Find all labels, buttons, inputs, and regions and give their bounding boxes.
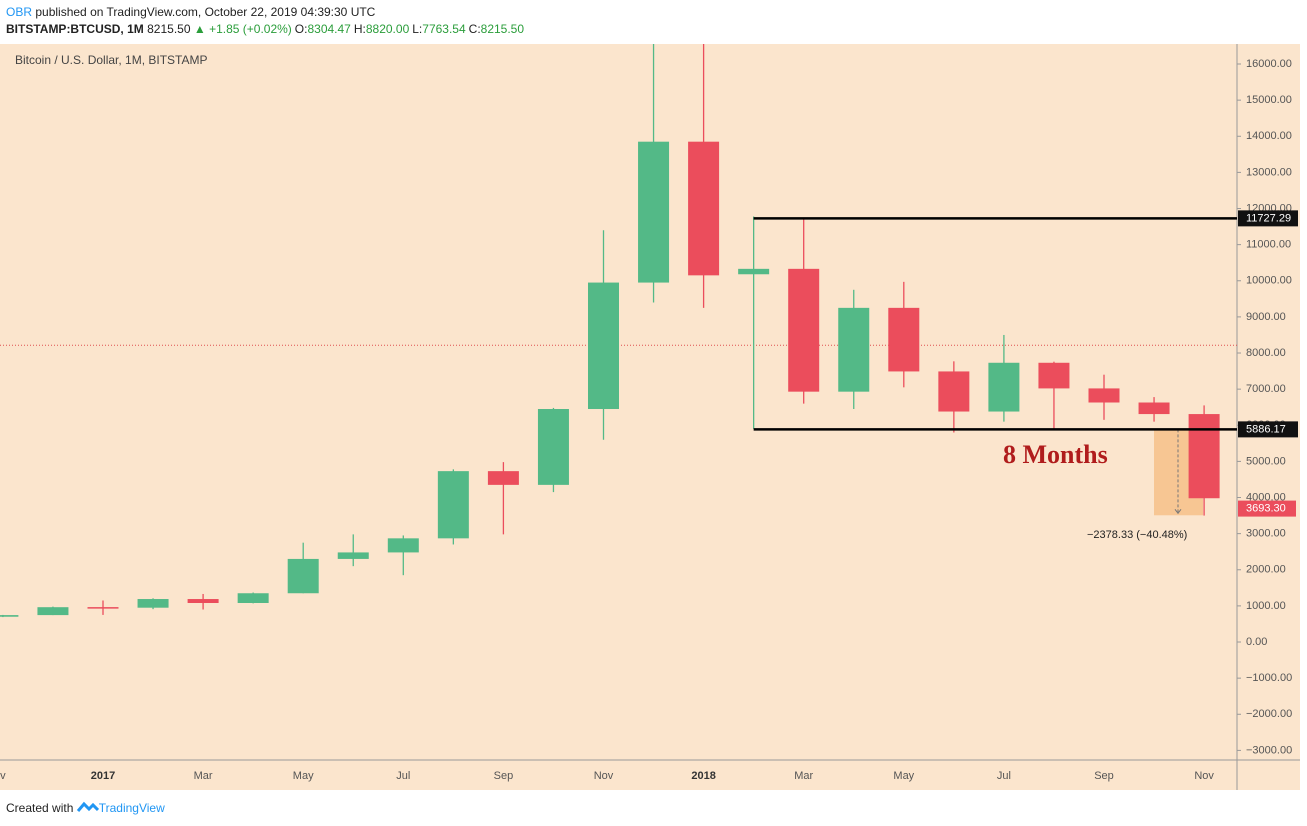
ohlc-label: O: xyxy=(294,22,308,36)
measure-arrowhead xyxy=(1174,508,1182,515)
x-tick-label: Jul xyxy=(997,770,1011,782)
level-label: 5886.17 xyxy=(1246,423,1286,435)
level-label-box xyxy=(1238,421,1298,438)
candle-body xyxy=(237,593,269,604)
y-tick-label: 0.00 xyxy=(1246,636,1267,648)
candle-body xyxy=(1138,402,1170,415)
candle-body xyxy=(187,599,219,604)
y-tick-label: 5000.00 xyxy=(1246,455,1286,467)
ohlc-value: 8820.00 xyxy=(365,22,410,36)
footer-text: Created with xyxy=(6,801,74,815)
x-tick-label: May xyxy=(893,770,914,782)
x-tick-label: Mar xyxy=(794,770,813,782)
candle-body xyxy=(287,558,319,594)
y-tick-label: −2000.00 xyxy=(1246,708,1292,720)
ohlc-value: 7763.54 xyxy=(422,22,466,36)
last: 8215.50 xyxy=(147,22,191,36)
candle-body xyxy=(938,371,970,412)
x-tick-label: Jul xyxy=(396,770,410,782)
y-tick-label: −3000.00 xyxy=(1246,744,1292,756)
candle-body xyxy=(337,552,369,559)
candle-body xyxy=(537,409,569,485)
price-label: 3693.30 xyxy=(1246,503,1286,515)
y-tick-label: 2000.00 xyxy=(1246,564,1286,576)
plot xyxy=(0,44,1237,618)
candle-body xyxy=(387,538,419,553)
y-tick-label: 13000.00 xyxy=(1246,166,1292,178)
chart-title: Bitcoin / U.S. Dollar, 1M, BITSTAMP xyxy=(15,53,208,67)
quote-line: BITSTAMP:BTCUSD, 1M 8215.50 ▲ +1.85 (+0.… xyxy=(6,22,524,36)
x-tick-label: Nov xyxy=(1194,770,1214,782)
candle-body xyxy=(487,471,519,485)
author: OBR xyxy=(6,5,33,19)
candle-body xyxy=(1088,388,1120,403)
candle-body xyxy=(588,282,619,410)
x-tick-label: 2017 xyxy=(91,770,115,782)
candle-body xyxy=(638,141,670,283)
candle-body xyxy=(888,307,920,372)
candle-body xyxy=(988,362,1020,412)
x-tick-label: v xyxy=(0,770,6,782)
candle-body xyxy=(838,307,870,392)
ohlc-label: H: xyxy=(353,22,366,36)
ohlc-value: 8304.47 xyxy=(307,22,351,36)
x-tick-label: Mar xyxy=(194,770,213,782)
symbol: BITSTAMP:BTCUSD, 1M xyxy=(6,22,144,36)
candle-body xyxy=(0,615,19,617)
x-tick-label: May xyxy=(293,770,314,782)
annotation: 8 Months xyxy=(1003,440,1108,469)
level-label: 11727.29 xyxy=(1246,212,1291,224)
footer: Created with TradingView xyxy=(6,801,165,815)
chart: −3000.00 −2000.00 −1000.00 0.00 1000.00 2000.… xyxy=(0,44,1300,790)
change: ▲ +1.85 (+0.02%) xyxy=(193,22,292,36)
y-tick-label: 14000.00 xyxy=(1246,130,1292,142)
footer-brand: TradingView xyxy=(98,801,165,815)
candle-body xyxy=(738,268,770,275)
candle-body xyxy=(1188,414,1220,499)
axes: −3000.00 −2000.00 −1000.00 0.00 1000.00 2000.… xyxy=(0,58,1298,782)
y-tick-label: 16000.00 xyxy=(1246,58,1292,70)
y-tick-label: 9000.00 xyxy=(1246,311,1286,323)
x-tick-label: 2018 xyxy=(691,770,715,782)
y-tick-label: 1000.00 xyxy=(1246,600,1286,612)
logo xyxy=(76,801,99,812)
publish-line: OBR published on TradingView.com, Octobe… xyxy=(6,5,375,19)
y-tick-label: 4000.00 xyxy=(1246,491,1286,503)
y-tick-label: 11000.00 xyxy=(1246,239,1291,251)
y-tick-label: 7000.00 xyxy=(1246,383,1286,395)
candle-body xyxy=(437,471,469,539)
y-tick-label: 15000.00 xyxy=(1246,94,1292,106)
x-tick-label: Sep xyxy=(1094,770,1114,782)
x-tick-label: Sep xyxy=(494,770,514,782)
ohlc-label: L: xyxy=(412,22,423,36)
y-tick-label: 8000.00 xyxy=(1246,347,1286,359)
candle-body xyxy=(688,141,720,276)
candle-body xyxy=(137,599,169,608)
ohlc-label: C: xyxy=(468,22,481,36)
candle-body xyxy=(87,607,119,609)
candle-body xyxy=(788,268,820,392)
x-tick-label: Nov xyxy=(594,770,614,782)
candle-body xyxy=(1038,362,1070,389)
level-label-box xyxy=(1238,210,1298,227)
y-tick-label: 3000.00 xyxy=(1246,528,1286,540)
y-tick-label: −1000.00 xyxy=(1246,672,1292,684)
y-tick-label: 10000.00 xyxy=(1246,275,1292,287)
candle-body xyxy=(37,607,69,616)
price-label-box xyxy=(1238,500,1296,517)
ohlc-value: 8215.50 xyxy=(480,22,525,36)
measure-label: −2378.33 (−40.48%) xyxy=(1087,529,1187,541)
published: published on TradingView.com, October 22… xyxy=(35,5,376,19)
